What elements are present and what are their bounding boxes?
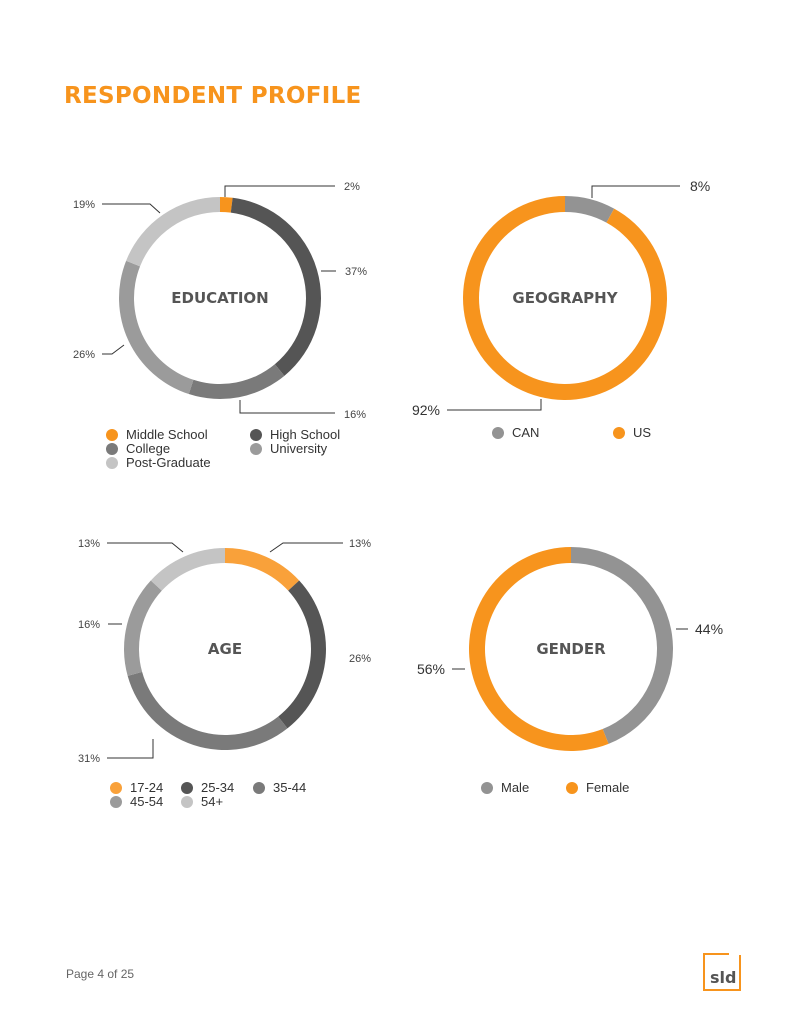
age-slice-54: [150, 548, 225, 591]
education-slice-university: [188, 364, 285, 399]
geography-legend-label: US: [633, 425, 652, 440]
education-legend-item-university: University: [250, 442, 327, 456]
education-legend-swatch: [106, 457, 118, 469]
education-legend-swatch: [106, 443, 118, 455]
education-slice-post-graduate: [126, 197, 220, 267]
education-slice-college: [119, 260, 194, 395]
age-leader-line-54: [107, 542, 184, 553]
education-data-label-university: 16%: [344, 409, 366, 421]
education-legend-item-middle-school: Middle School: [106, 428, 208, 442]
education-data-label-college: 26%: [73, 349, 95, 361]
age-legend-label: 54+: [201, 794, 224, 809]
age-center-title: AGE: [208, 640, 242, 658]
geography-legend-label: CAN: [512, 425, 540, 440]
gender-data-label-male: 44%: [695, 621, 723, 637]
education-data-label-high-school: 37%: [345, 266, 367, 278]
gender-slice-male: [571, 547, 674, 744]
age-legend-swatch: [110, 782, 122, 794]
geography-data-label-us: 92%: [412, 402, 440, 418]
education-legend-item-post-graduate: Post-Graduate: [106, 456, 211, 470]
logo: sld: [703, 953, 741, 991]
education-legend-label: High School: [270, 427, 341, 442]
gender-donut-svg: GENDER 44% 56%: [417, 547, 723, 751]
age-data-label-25-34: 26%: [349, 653, 371, 665]
geography-slice-can: [565, 196, 615, 223]
education-data-label-post-graduate: 19%: [73, 199, 95, 211]
geography-legend-item-can: CAN: [492, 426, 539, 440]
age-legend-label: 25-34: [201, 780, 235, 795]
education-legend-swatch: [250, 443, 262, 455]
age-legend-label: 17-24: [130, 780, 164, 795]
age-legend-label: 45-54: [130, 794, 164, 809]
education-center-title: EDUCATION: [171, 289, 268, 307]
geography-donut-svg: GEOGRAPHY 8% 92%: [412, 178, 710, 418]
education-chart: EDUCATION 2% 37% 16% 26% 19% Middle School Hig…: [0, 160, 395, 500]
age-legend-item-35-44: 35-44: [253, 781, 306, 795]
gender-center-title: GENDER: [536, 640, 606, 658]
education-legend-label: College: [126, 441, 171, 456]
geography-legend-swatch: [613, 427, 625, 439]
page-number: Page 4 of 25: [66, 967, 135, 981]
page-title: RESPONDENT PROFILE: [64, 83, 362, 109]
education-legend-label: Post-Graduate: [126, 455, 211, 470]
geography-leader-line-us: [447, 399, 542, 411]
gender-legend-swatch: [481, 782, 493, 794]
gender-legend-label: Female: [586, 780, 630, 795]
education-leader-line-university: [239, 400, 335, 414]
geography-legend-swatch: [492, 427, 504, 439]
education-legend-label: University: [270, 441, 328, 456]
gender-legend-item-female: Female: [566, 781, 629, 795]
age-legend-label: 35-44: [273, 780, 307, 795]
gender-legend-swatch: [566, 782, 578, 794]
education-legend-swatch: [250, 429, 262, 441]
education-legend-item-high-school: High School: [250, 428, 340, 442]
age-chart: AGE 13% 26% 31% 16% 13% 17-24 25-34 35-44 45-54 5…: [0, 520, 395, 860]
age-data-label-45-54: 16%: [78, 619, 100, 631]
age-legend-swatch: [181, 782, 193, 794]
education-slice-high-school: [230, 197, 321, 376]
education-slice-middle-school: [220, 197, 233, 213]
geography-leader-line-can: [591, 185, 680, 198]
education-legend-item-college: College: [106, 442, 170, 456]
gender-data-label-female: 56%: [417, 661, 445, 677]
age-leader-line-17-24: [269, 542, 343, 553]
education-data-label-middle-school: 2%: [344, 181, 360, 193]
age-legend-item-54: 54+: [181, 795, 223, 809]
age-data-label-17-24: 13%: [349, 538, 371, 550]
age-slice-17-24: [225, 548, 300, 591]
age-data-label-35-44: 31%: [78, 753, 100, 765]
geography-center-title: GEOGRAPHY: [512, 289, 618, 307]
age-slice-35-44: [127, 671, 288, 750]
geography-legend-item-us: US: [613, 426, 651, 440]
age-legend-item-25-34: 25-34: [181, 781, 234, 795]
age-donut-svg: AGE 13% 26% 31% 16% 13%: [78, 538, 371, 765]
age-legend-swatch: [110, 796, 122, 808]
education-donut-svg: EDUCATION 2% 37% 16% 26% 19%: [73, 181, 367, 421]
education-leader-line-middle-school: [224, 185, 335, 197]
age-data-label-54: 13%: [78, 538, 100, 550]
gender-legend-label: Male: [501, 780, 530, 795]
logo-text: sld: [710, 968, 737, 987]
age-legend-swatch: [181, 796, 193, 808]
education-legend-swatch: [106, 429, 118, 441]
education-leader-line-college: [102, 344, 125, 355]
geography-chart: GEOGRAPHY 8% 92% CAN US: [395, 160, 790, 500]
age-legend-item-45-54: 45-54: [110, 795, 163, 809]
education-leader-line-post-graduate: [102, 203, 161, 214]
education-legend-label: Middle School: [126, 427, 208, 442]
age-legend-item-17-24: 17-24: [110, 781, 163, 795]
age-legend-swatch: [253, 782, 265, 794]
gender-legend-item-male: Male: [481, 781, 529, 795]
age-slice-25-34: [278, 580, 326, 729]
geography-data-label-can: 8%: [690, 178, 710, 194]
age-leader-line-35-44: [107, 739, 154, 759]
gender-chart: GENDER 44% 56% Male Female: [395, 520, 790, 860]
age-slice-45-54: [124, 580, 162, 676]
